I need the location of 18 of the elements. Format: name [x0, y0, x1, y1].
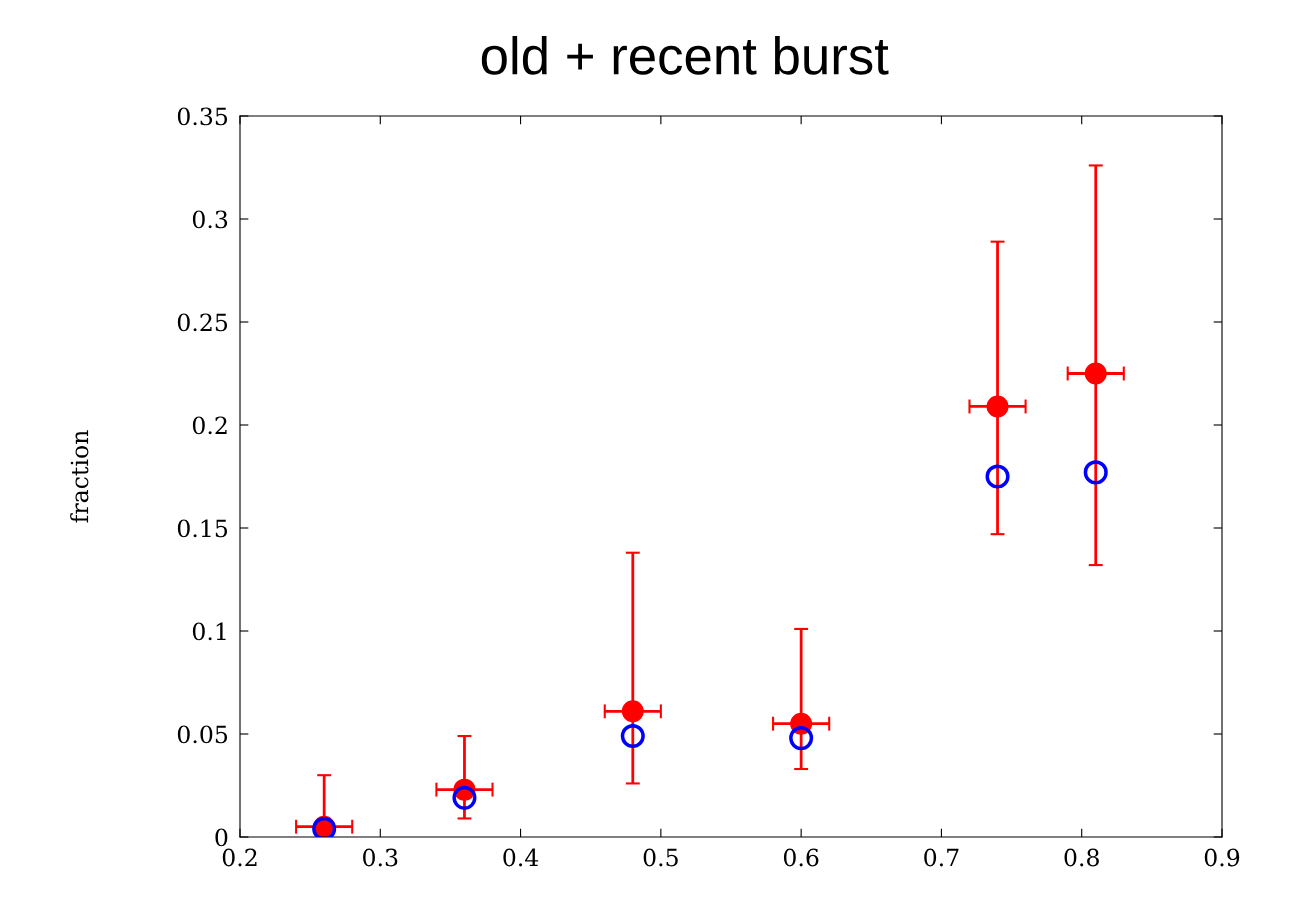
x-tick-label: 0.5	[643, 848, 678, 867]
y-tick-label: 0.3	[192, 210, 228, 229]
x-tick-label: 0.4	[503, 848, 539, 867]
y-tick-label: 0.35	[177, 107, 228, 126]
x-tick-label: 0.6	[783, 848, 819, 867]
x-tick-label: 0.8	[1064, 848, 1099, 867]
y-axis-title: fraction	[70, 430, 89, 523]
y-tick-label: 0.25	[177, 313, 228, 332]
y-tick-label: 0.1	[192, 622, 226, 641]
y-tick-label: 0.05	[177, 725, 228, 744]
x-tick-label: 0.9	[1204, 848, 1240, 867]
x-tick-label: 0.2	[222, 848, 257, 867]
x-tick-label: 0.7	[924, 848, 959, 867]
chart-title: old + recent burst	[481, 36, 889, 75]
x-tick-label: 0.3	[363, 848, 398, 867]
y-tick-label: 0.2	[192, 416, 227, 435]
y-tick-label: 0.15	[177, 519, 228, 538]
y-tick-label: 0	[215, 828, 228, 847]
